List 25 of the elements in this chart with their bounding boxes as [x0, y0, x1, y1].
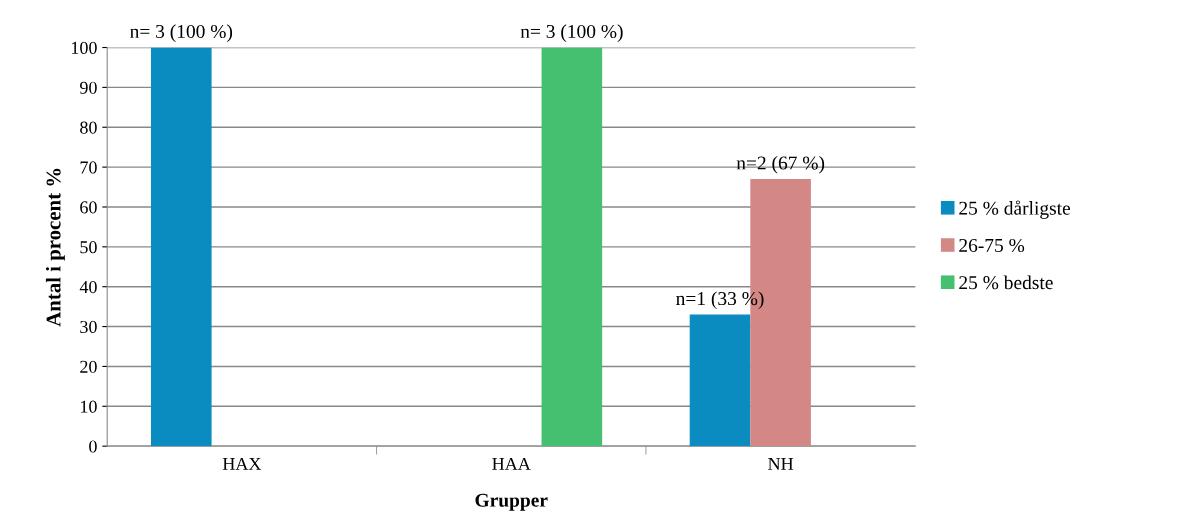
data-label: n=2 (67 %) — [736, 155, 825, 174]
x-tick-label: NH — [768, 457, 794, 470]
data-label: n= 3 (100 %) — [130, 24, 233, 42]
y-tick-label: 100 — [71, 41, 97, 54]
x-axis-title: Grupper — [475, 493, 548, 511]
y-tick-label: 20 — [80, 360, 97, 373]
y-tick-label: 80 — [80, 121, 97, 134]
legend-label: 25 % bedste — [959, 275, 1053, 290]
bar — [541, 47, 603, 447]
bar — [150, 47, 212, 447]
y-tick-label: 40 — [79, 280, 97, 294]
y-tick-label: 10 — [81, 400, 97, 413]
y-tick-label: 90 — [80, 81, 97, 94]
data-label: n= 3 (100 %) — [520, 24, 623, 42]
y-axis-title: Antal i procent % — [45, 168, 65, 327]
y-tick-label: 50 — [80, 241, 97, 254]
y-tick-label: 0 — [89, 440, 97, 453]
bar — [689, 314, 751, 447]
x-tick-label: HAX — [222, 457, 262, 470]
x-tick-label: HAA — [492, 457, 531, 470]
y-tick-label: 30 — [80, 320, 97, 334]
y-tick-label: 70 — [80, 161, 97, 174]
legend-label: 26-75 % — [959, 238, 1025, 253]
y-tick-label: 60 — [80, 201, 97, 214]
legend-label: 25 % dårligste — [959, 200, 1071, 219]
